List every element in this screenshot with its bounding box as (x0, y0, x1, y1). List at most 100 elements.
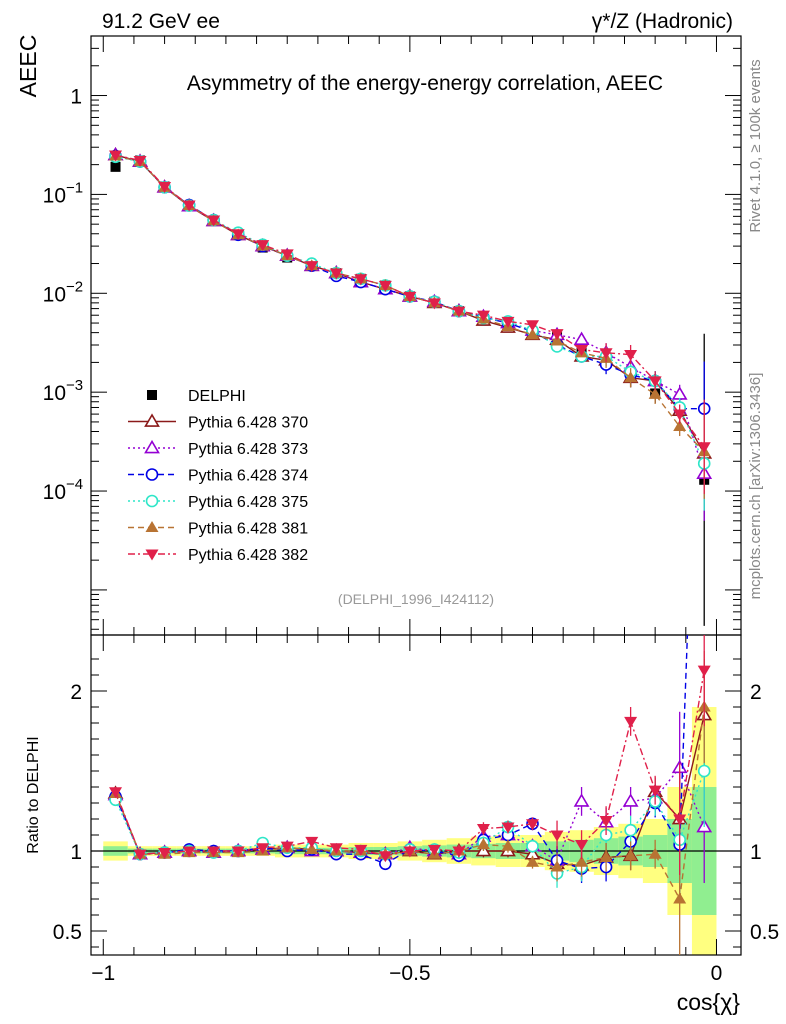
legend-item-s374: Pythia 6.428 374 (128, 468, 308, 485)
ratio-point-s375 (697, 764, 711, 778)
x-axis-label: cos{χ} (677, 989, 741, 1015)
ratio-point-s382 (575, 840, 589, 852)
ratio-point-s381 (599, 850, 613, 862)
ratio-point-s382 (526, 819, 540, 831)
legend-item-data: DELPHI (147, 388, 246, 405)
header-right: γ*/Z (Hadronic) (592, 10, 733, 33)
legend-label: Pythia 6.428 381 (188, 521, 308, 538)
point-s382 (378, 280, 392, 292)
ratio-point-s382 (354, 844, 368, 856)
y-tick-exponent: −3 (66, 377, 83, 394)
x-tick-label: −0.5 (389, 962, 430, 985)
x-tick-label: 0 (711, 962, 723, 985)
point-s382 (256, 240, 270, 252)
ratio-y-tick-label-left: 2 (70, 681, 82, 704)
point-s382 (354, 274, 368, 286)
point-s382 (231, 229, 245, 241)
point-s382 (599, 348, 613, 360)
legend-label: Pythia 6.428 375 (188, 494, 308, 511)
y-tick-exponent: −2 (66, 278, 83, 295)
point-s382 (305, 261, 319, 273)
point-s382 (280, 249, 294, 261)
point-s382 (158, 182, 172, 194)
ratio-y-tick-label-left: 1 (70, 841, 82, 864)
ratio-y-tick-label-right: 1 (750, 841, 762, 864)
ratio-point-s382 (550, 830, 564, 842)
y-tick-label: 1 (70, 86, 82, 109)
legend: DELPHI Pythia 6.428 370 Pythia 6.428 373 Py… (128, 388, 308, 564)
ratio-point-s375 (624, 823, 637, 837)
ratio-frame (90, 634, 742, 956)
point-s373 (573, 331, 590, 345)
point-s382 (501, 316, 515, 328)
ratio-point-s382 (207, 846, 221, 858)
ratio-point-s382 (403, 846, 417, 858)
ratio-point-s381 (575, 855, 589, 867)
legend-label: Pythia 6.428 374 (188, 468, 308, 485)
y-tick-label: 10 (43, 184, 66, 207)
main-frame (90, 35, 742, 636)
ratio-point-s382 (599, 816, 613, 828)
series-line-s370 (115, 154, 705, 454)
point-s382 (550, 329, 564, 341)
point-s382 (133, 155, 147, 168)
point-s381 (673, 419, 687, 432)
legend-label: Pythia 6.428 373 (188, 441, 308, 458)
point-s381 (526, 328, 540, 340)
ratio-point-s381 (648, 847, 662, 859)
ratio-point-s382 (427, 844, 441, 856)
legend-marker (144, 413, 160, 427)
point-s382 (427, 298, 441, 310)
ratio-point-s382 (109, 787, 123, 799)
legend-marker (145, 494, 159, 508)
ratio-point-s373 (622, 793, 639, 807)
y-tick-label: 10 (43, 481, 66, 504)
ratio-point-s382 (501, 822, 515, 834)
legend-item-s375: Pythia 6.428 375 (128, 494, 308, 511)
ratio-point-s382 (158, 848, 172, 860)
ratio-point-s381 (305, 842, 319, 854)
point-s382 (452, 306, 466, 318)
point-s382 (476, 310, 490, 322)
ratio-y-tick-label-right: 2 (750, 681, 762, 704)
legend-label: Pythia 6.428 382 (188, 547, 308, 564)
ratio-point-s381 (501, 839, 515, 851)
legend-label: DELPHI (188, 388, 246, 405)
point-s382 (697, 442, 711, 454)
point-data (110, 161, 121, 172)
legend-marker (147, 390, 157, 400)
ratio-point-s381 (476, 838, 490, 850)
main-panel: 110−110−210−310−4 (43, 35, 742, 636)
analysis-tag: (DELPHI_1996_I424112) (338, 591, 494, 607)
ratio-point-s381 (526, 855, 540, 867)
y-tick-label: 10 (43, 283, 66, 306)
ratio-point-s382 (452, 846, 466, 858)
ratio-point-s373 (573, 793, 590, 807)
main-ylabel: AEEC (15, 35, 41, 98)
point-s382 (526, 320, 540, 332)
ratio-point-s382 (329, 843, 343, 855)
ratio-panel: 2 2 1 1 0.5 0.5 −1 −0.5 0 (53, 634, 779, 985)
point-s382 (575, 344, 589, 357)
ratio-point-s382 (673, 814, 687, 826)
legend-marker (145, 549, 159, 561)
point-s382 (403, 291, 417, 303)
legend-item-s381: Pythia 6.428 381 (128, 521, 308, 538)
ratio-y-tick-label-left: 0.5 (53, 921, 82, 944)
y-tick-exponent: −1 (66, 179, 83, 196)
legend-item-s370: Pythia 6.428 370 (128, 413, 308, 432)
point-s373 (671, 386, 688, 400)
point-s381 (648, 387, 662, 399)
point-s382 (673, 409, 687, 421)
ratio-point-s375 (526, 839, 539, 853)
legend-marker (144, 439, 160, 454)
ratio-point-s382 (624, 716, 638, 728)
ratio-point-s382 (697, 665, 711, 677)
ratio-point-s382 (378, 851, 392, 863)
legend-label: Pythia 6.428 370 (188, 415, 308, 432)
point-s382 (648, 376, 662, 388)
ratio-point-s382 (182, 846, 196, 858)
mcplots-label: mcplots.cern.ch [arXiv:1306.3436] (747, 373, 764, 600)
ratio-point-s382 (648, 785, 662, 797)
